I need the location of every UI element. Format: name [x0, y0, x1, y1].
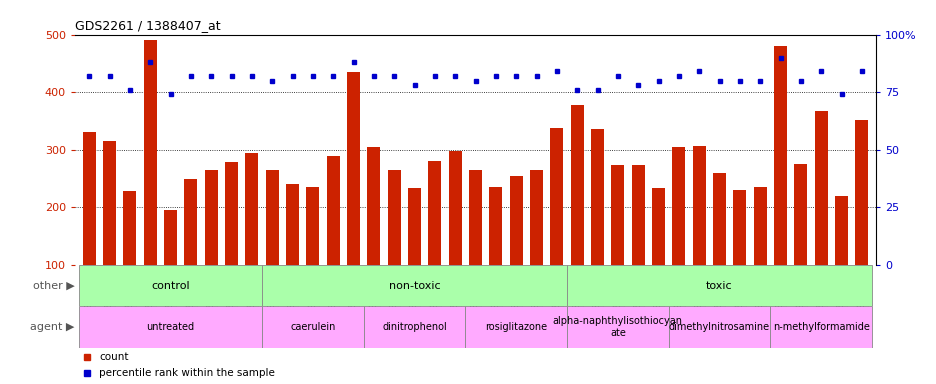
Bar: [225, 162, 238, 265]
Bar: [262, 306, 363, 348]
Bar: [651, 189, 665, 265]
Text: other ▶: other ▶: [33, 281, 75, 291]
Text: dimethylnitrosamine: dimethylnitrosamine: [668, 322, 769, 332]
Bar: [262, 265, 566, 306]
Bar: [407, 188, 420, 265]
Bar: [79, 306, 262, 348]
Text: GDS2261 / 1388407_at: GDS2261 / 1388407_at: [75, 19, 220, 32]
Bar: [143, 40, 156, 265]
Bar: [631, 166, 644, 265]
Bar: [103, 141, 116, 265]
Bar: [794, 164, 807, 265]
Bar: [164, 210, 177, 265]
Text: non-toxic: non-toxic: [388, 281, 440, 291]
Text: dinitrophenol: dinitrophenol: [382, 322, 446, 332]
Bar: [489, 187, 502, 265]
Text: caerulein: caerulein: [290, 322, 335, 332]
Bar: [769, 306, 871, 348]
Bar: [184, 179, 197, 265]
Bar: [509, 176, 522, 265]
Bar: [530, 170, 543, 265]
Bar: [668, 306, 769, 348]
Bar: [285, 184, 299, 265]
Bar: [124, 191, 137, 265]
Bar: [671, 147, 685, 265]
Bar: [566, 306, 668, 348]
Text: control: control: [151, 281, 190, 291]
Bar: [367, 147, 380, 265]
Bar: [204, 170, 217, 265]
Bar: [82, 132, 95, 265]
Bar: [834, 196, 847, 265]
Bar: [549, 128, 563, 265]
Text: n-methylformamide: n-methylformamide: [772, 322, 869, 332]
Bar: [306, 187, 319, 265]
Bar: [346, 72, 359, 265]
Bar: [773, 46, 786, 265]
Bar: [591, 129, 604, 265]
Text: untreated: untreated: [146, 322, 195, 332]
Text: toxic: toxic: [706, 281, 732, 291]
Bar: [79, 265, 262, 306]
Text: alpha-naphthylisothiocyan
ate: alpha-naphthylisothiocyan ate: [552, 316, 682, 338]
Bar: [245, 153, 258, 265]
Text: agent ▶: agent ▶: [30, 322, 75, 332]
Bar: [465, 306, 566, 348]
Bar: [855, 120, 868, 265]
Text: percentile rank within the sample: percentile rank within the sample: [99, 368, 274, 378]
Bar: [566, 265, 871, 306]
Bar: [712, 173, 725, 265]
Bar: [610, 166, 623, 265]
Bar: [813, 111, 826, 265]
Bar: [448, 151, 461, 265]
Bar: [327, 156, 340, 265]
Bar: [468, 170, 482, 265]
Bar: [733, 190, 746, 265]
Bar: [692, 146, 705, 265]
Bar: [570, 105, 583, 265]
Bar: [265, 170, 279, 265]
Text: count: count: [99, 352, 128, 362]
Bar: [363, 306, 465, 348]
Bar: [428, 161, 441, 265]
Text: rosiglitazone: rosiglitazone: [485, 322, 547, 332]
Bar: [753, 187, 766, 265]
Bar: [388, 170, 401, 265]
